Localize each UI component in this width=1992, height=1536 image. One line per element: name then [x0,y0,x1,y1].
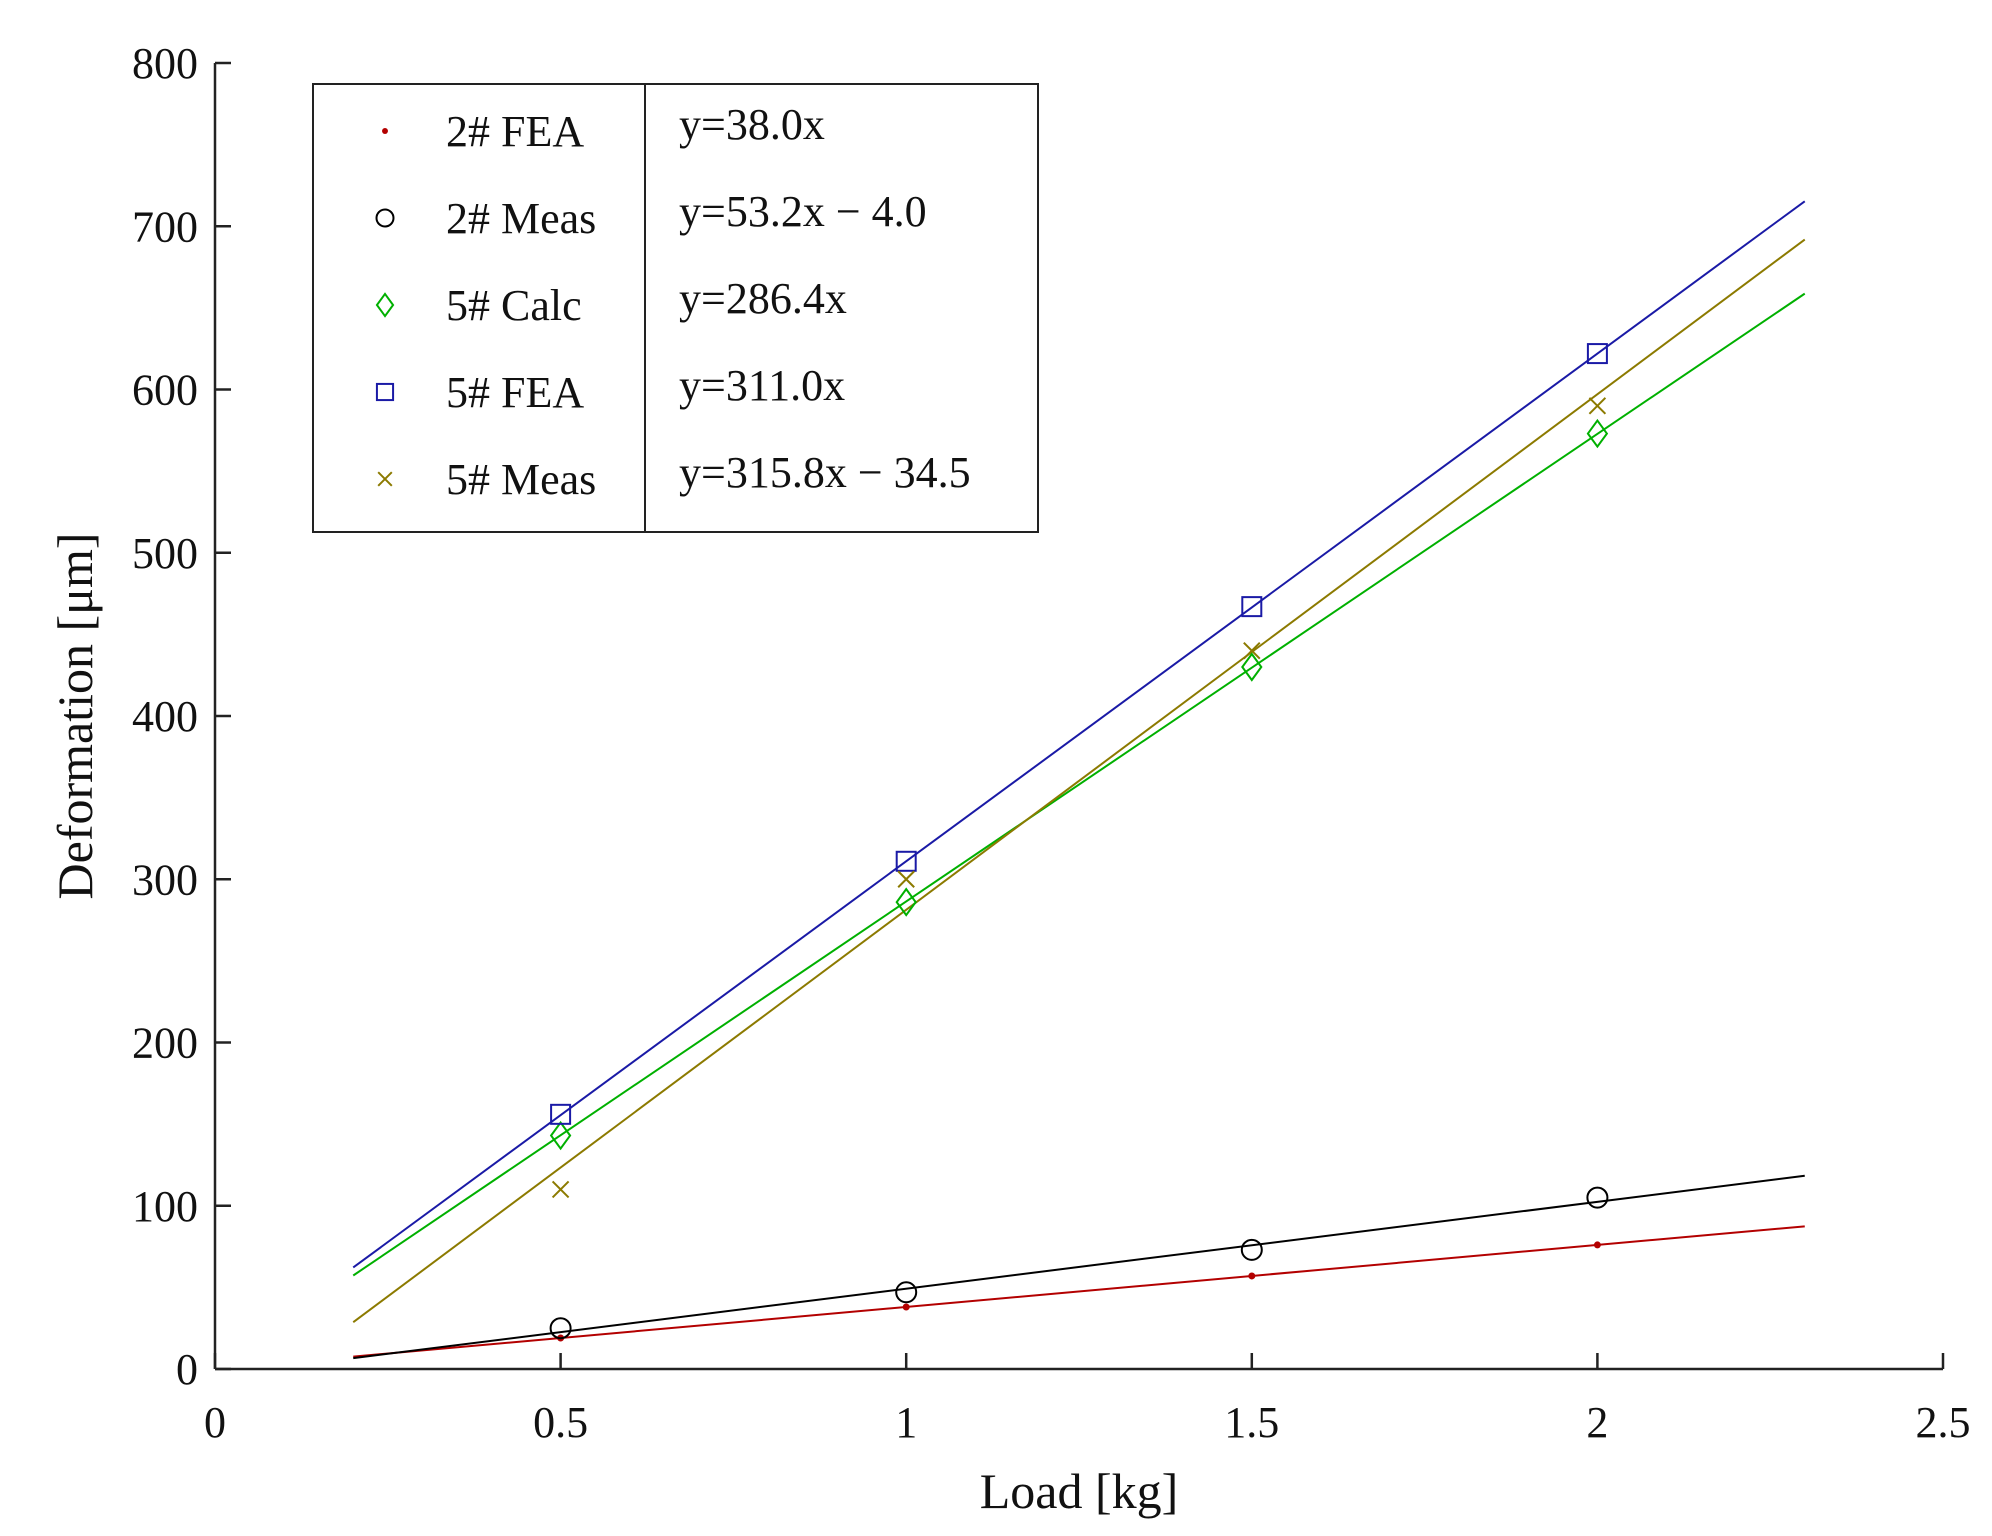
legend-equation-2-fea: y=38.0x [679,100,825,149]
y-tick-label: 500 [132,529,198,578]
x-axis-title: Load [kg] [980,1463,1179,1519]
legend-label-5-meas: 5# Meas [446,455,596,504]
y-tick-label: 700 [132,202,198,251]
fit-line-5-calc [352,292,1806,1277]
marker-5-fea [1241,596,1263,618]
marker-5-meas [897,870,915,888]
marker-2-meas [549,1317,572,1340]
y-tick-label: 600 [132,366,198,415]
legend-marker-5-meas [377,471,393,487]
marker-2-fea [902,1303,910,1311]
legend-marker-5-fea [375,382,395,402]
legend-marker-2-meas [375,208,395,228]
x-tick-label: 2 [1586,1398,1608,1447]
marker-2-meas [1240,1238,1263,1261]
legend-equation-2-meas: y=53.2x − 4.0 [679,187,927,236]
y-tick-label: 100 [132,1182,198,1231]
marker-5-fea [550,1103,572,1125]
marker-2-meas [895,1281,918,1304]
legend-label-2-meas: 2# Meas [446,194,596,243]
x-tick-label: 1 [895,1398,917,1447]
legend-marker-2-fea [382,128,388,134]
marker-5-calc [895,887,917,917]
marker-5-calc [549,1120,572,1151]
x-tick-label: 1.5 [1224,1398,1279,1447]
marker-5-calc [1241,652,1263,682]
marker-2-fea [1248,1272,1256,1280]
y-axis-title: Deformation [μm] [47,533,103,900]
y-tick-label: 0 [176,1345,198,1394]
marker-5-fea [895,850,917,872]
x-tick-label: 0.5 [533,1398,588,1447]
legend: 2# FEA y=38.0x 2# Meas y=53.2x − 4.0 5# Calc… [312,83,1039,533]
marker-2-fea [1593,1241,1601,1249]
legend-label-2-fea: 2# FEA [446,107,584,156]
y-tick-label: 200 [132,1019,198,1068]
fit-line-5-fea [352,200,1806,1269]
marker-5-meas [1243,641,1261,660]
legend-box [312,83,1039,533]
y-tick-label: 300 [132,855,198,904]
x-tick-label: 2.5 [1916,1398,1971,1447]
fit-line-5-meas [352,238,1806,1324]
legend-label-5-fea: 5# FEA [446,368,584,417]
data-markers [549,343,1609,1342]
fit-line-2-meas [353,1174,1805,1360]
legend-equation-5-meas: y=315.8x − 34.5 [679,448,971,497]
marker-2-meas [1586,1186,1609,1209]
legend-label-5-calc: 5# Calc [446,281,582,330]
legend-marker-5-calc [375,292,395,318]
fit-line-2-fea [353,1225,1805,1358]
fit-lines [352,200,1806,1360]
legend-equation-5-fea: y=311.0x [679,361,845,410]
y-tick-label: 800 [132,39,198,88]
x-tick-label: 0 [204,1398,226,1447]
y-tick-label: 400 [132,692,198,741]
marker-5-meas [1588,397,1607,415]
marker-5-calc [1586,418,1609,449]
axis-ticks: 0 0.5 1 1.5 2 2.5 0 100 200 300 400 500 600 700 800 [132,39,1971,1447]
marker-5-meas [551,1180,570,1199]
marker-5-fea [1586,343,1608,365]
legend-equation-5-calc: y=286.4x [679,274,847,323]
